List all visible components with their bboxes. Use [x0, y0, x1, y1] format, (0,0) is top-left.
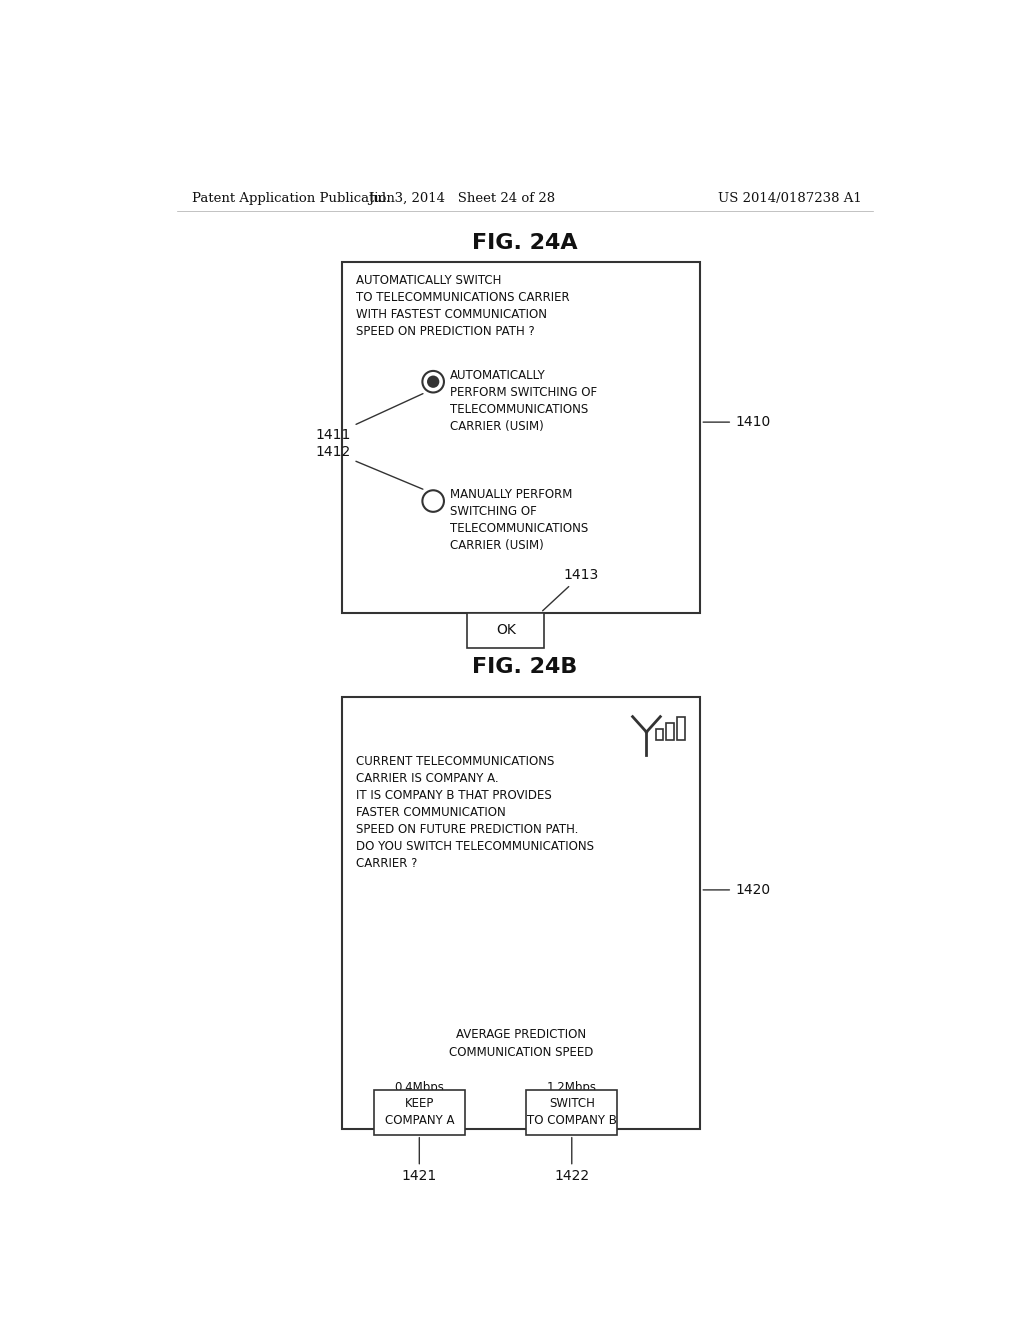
Text: US 2014/0187238 A1: US 2014/0187238 A1 [718, 191, 862, 205]
Text: AUTOMATICALLY SWITCH
TO TELECOMMUNICATIONS CARRIER
WITH FASTEST COMMUNICATION
SP: AUTOMATICALLY SWITCH TO TELECOMMUNICATIO… [356, 275, 569, 338]
Bar [342, 263, 700, 612]
Bar [374, 1090, 465, 1135]
Text: AUTOMATICALLY
PERFORM SWITCHING OF
TELECOMMUNICATIONS
CARRIER (USIM): AUTOMATICALLY PERFORM SWITCHING OF TELEC… [451, 368, 597, 433]
Circle shape [422, 490, 444, 512]
Bar [526, 1090, 617, 1135]
Text: MANUALLY PERFORM
SWITCHING OF
TELECOMMUNICATIONS
CARRIER (USIM): MANUALLY PERFORM SWITCHING OF TELECOMMUN… [451, 488, 589, 552]
Text: 1422: 1422 [554, 1138, 590, 1184]
Bar [667, 723, 674, 739]
Text: 1412: 1412 [315, 445, 423, 490]
Text: 1421: 1421 [401, 1138, 437, 1184]
Text: SWITCH
TO COMPANY B: SWITCH TO COMPANY B [526, 1097, 616, 1127]
Text: Jul. 3, 2014   Sheet 24 of 28: Jul. 3, 2014 Sheet 24 of 28 [368, 191, 555, 205]
Bar [467, 612, 545, 648]
Circle shape [422, 371, 444, 392]
Bar [342, 697, 700, 1129]
Text: FIG. 24A: FIG. 24A [472, 234, 578, 253]
Bar [655, 729, 664, 739]
Text: KEEP
COMPANY A: KEEP COMPANY A [385, 1097, 454, 1127]
Text: Patent Application Publication: Patent Application Publication [193, 191, 395, 205]
Text: 1413: 1413 [543, 568, 599, 611]
Text: FIG. 24B: FIG. 24B [472, 656, 578, 677]
Text: AVERAGE PREDICTION
COMMUNICATION SPEED: AVERAGE PREDICTION COMMUNICATION SPEED [450, 1028, 594, 1059]
Text: 1410: 1410 [703, 414, 770, 429]
Text: 1411: 1411 [315, 393, 423, 442]
Text: 1.2Mbps: 1.2Mbps [547, 1081, 597, 1094]
Text: 1420: 1420 [703, 883, 770, 896]
Text: OK: OK [496, 623, 516, 638]
Text: 0.4Mbps: 0.4Mbps [394, 1081, 444, 1094]
Text: CURRENT TELECOMMUNICATIONS
CARRIER IS COMPANY A.
IT IS COMPANY B THAT PROVIDES
F: CURRENT TELECOMMUNICATIONS CARRIER IS CO… [356, 755, 594, 870]
Bar [677, 717, 685, 739]
Circle shape [427, 376, 439, 388]
